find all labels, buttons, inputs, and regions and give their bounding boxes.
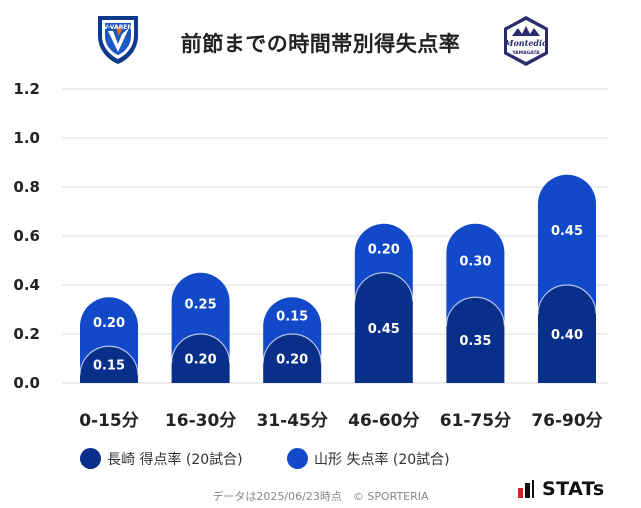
x-tick-label: 76-90分 [531,411,602,431]
x-tick-label: 31-45分 [257,411,328,431]
v-varen-crest-icon: V-VAREN [96,14,140,70]
right-logo-subtext: YAMAGATA [511,50,540,56]
bar-separator [354,272,414,302]
footer-note: データは2025/06/23時点 © SPORTERIA [212,490,429,503]
left-logo-text: V-VAREN [104,24,133,31]
data-label-scored: 0.15 [93,359,125,374]
data-label-conceded: 0.30 [459,255,491,270]
y-tick-label: 0.6 [13,227,40,245]
stats-logo: STATs [518,478,605,500]
legend-swatch-conceded [287,448,308,469]
bar-scored [80,346,138,383]
x-tick-label: 0-15分 [79,411,139,431]
bar-conceded [538,174,596,314]
y-tick-label: 0.0 [13,374,40,392]
data-label-conceded: 0.20 [368,242,400,257]
legend-label-scored: 長崎 得点率 (20試合) [107,451,243,468]
bar-separator [262,333,322,364]
data-label-scored: 0.20 [276,353,308,368]
montedio-yamagata-crest-icon: Montedio YAMAGATA [500,14,552,72]
data-label-scored: 0.45 [368,322,400,337]
legend-item-scored: 長崎 得点率 (20試合) [80,448,243,469]
legend-swatch-scored [80,448,101,469]
right-logo-text: Montedio [504,38,548,48]
bar-separator [445,296,505,327]
header: V-VAREN 前節までの時間帯別得失点率 Montedio YAMAGATA [0,0,641,84]
y-tick-label: 0.2 [13,325,40,343]
bar-scored [354,272,413,383]
bar-scored [446,297,505,383]
data-label-scored: 0.40 [551,328,583,343]
chart: 0.0 0.2 0.4 0.6 0.8 1.0 1.2 0.15 0.20 0-15分 0.20 0.… [13,80,608,431]
stats-logo-text: STATs [542,478,605,500]
bar-scored [538,285,596,383]
bar-separator [537,284,597,315]
legend-item-conceded: 山形 失点率 (20試合) [287,448,450,469]
data-label-conceded: 0.25 [185,297,217,312]
y-tick-label: 0.8 [13,178,40,196]
stats-bars-icon [518,480,534,498]
page-title: 前節までの時間帯別得失点率 [180,32,461,56]
x-tick-label: 16-30分 [165,411,236,431]
bar-scored [171,334,230,383]
y-tick-label: 1.0 [13,129,40,147]
data-label-conceded: 0.15 [276,310,308,325]
x-tick-label: 46-60分 [348,411,419,431]
legend-label-conceded: 山形 失点率 (20試合) [314,451,450,468]
x-tick-label: 61-75分 [440,411,511,431]
y-tick-label: 0.4 [13,276,40,294]
y-tick-label: 1.2 [13,80,40,98]
data-label-scored: 0.20 [185,353,217,368]
bar-scored [263,334,322,383]
data-label-conceded: 0.20 [93,316,125,331]
data-label-scored: 0.35 [459,334,491,349]
bar-separator [79,345,139,376]
data-label-conceded: 0.45 [551,224,583,239]
bar-separator [171,333,231,364]
